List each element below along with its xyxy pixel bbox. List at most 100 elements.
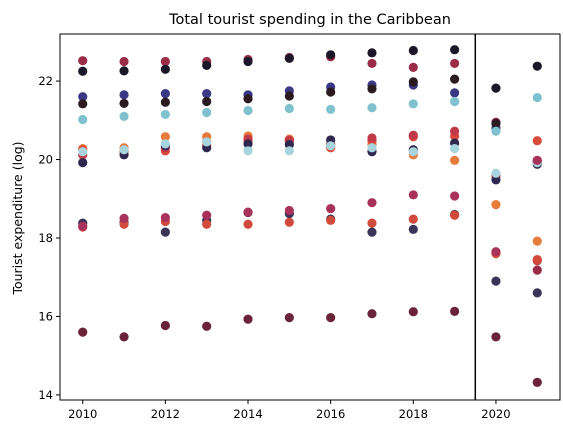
- data-point-s4-2015: [284, 103, 294, 114]
- data-point-s7-2018: [408, 130, 418, 140]
- data-point-s5-2019: [450, 155, 460, 165]
- x-tick-label: 2016: [316, 407, 345, 421]
- data-point-s1-2011: [119, 66, 129, 76]
- x-tick-label: 2010: [68, 407, 97, 421]
- data-point-s13-2010: [78, 327, 88, 337]
- data-point-s0-2017: [367, 58, 377, 69]
- data-point-s13-2020: [491, 332, 501, 342]
- data-point-s2-2012: [160, 89, 170, 99]
- data-point-s1-2017: [367, 48, 377, 58]
- data-point-s1-2015: [284, 53, 294, 63]
- data-point-s2-2011: [119, 90, 129, 100]
- data-point-s13-2012: [160, 320, 170, 331]
- data-point-s12-2017: [367, 198, 377, 208]
- data-point-s12-2016: [326, 203, 336, 214]
- data-point-s4-2019: [450, 96, 460, 107]
- data-point-s12-2019: [450, 191, 460, 201]
- axis-ticks: 2010 2012 2014 2016 2018 2020 14 16 18 20 22: [38, 74, 510, 421]
- data-point-s9-2015: [284, 146, 294, 156]
- data-point-s3-2016: [326, 87, 336, 97]
- data-point-s4-2012: [160, 109, 170, 120]
- data-point-s1-2018: [408, 45, 418, 56]
- data-point-s4-2021: [532, 92, 542, 103]
- data-point-s3-2012: [160, 97, 170, 107]
- data-point-s11-2016: [326, 215, 336, 225]
- data-point-s2-2010: [78, 92, 88, 102]
- data-point-s0-2019: [450, 58, 460, 69]
- chart-title: Total tourist spending in the Caribbean: [168, 12, 451, 28]
- data-point-s13-2021: [532, 377, 542, 387]
- data-point-s13-2019: [450, 306, 460, 316]
- data-point-s8-2010: [78, 158, 88, 168]
- data-point-s3-2017: [367, 84, 377, 94]
- data-point-s3-2019: [450, 74, 460, 84]
- data-point-s12-2014: [243, 207, 253, 217]
- data-point-s3-2010: [78, 99, 88, 109]
- data-point-s1-2016: [326, 50, 336, 60]
- data-point-s5-2021: [532, 236, 542, 246]
- data-point-s13-2013: [202, 321, 212, 331]
- plot-frame: [59, 33, 561, 401]
- data-point-s3-2020: [491, 118, 501, 129]
- data-point-s7-2017: [367, 133, 377, 143]
- data-point-s12-2021: [532, 155, 542, 165]
- data-point-s4-2013: [202, 107, 212, 118]
- data-point-s3-2014: [243, 94, 253, 104]
- data-point-s5-2020: [491, 200, 501, 210]
- data-point-s4-2010: [78, 114, 88, 125]
- data-point-s4-2020: [491, 126, 501, 136]
- data-point-s4-2016: [326, 104, 336, 114]
- data-point-s11-2015: [284, 217, 294, 227]
- data-point-s5-2012: [160, 132, 170, 142]
- data-point-s9-2018: [408, 147, 418, 157]
- data-point-s9-2019: [450, 143, 460, 154]
- data-point-s12-2010: [78, 221, 88, 231]
- data-point-s11-2013: [202, 219, 212, 229]
- data-point-s1-2014: [243, 56, 253, 67]
- data-point-s11-2021: [532, 254, 542, 265]
- data-point-s9-2017: [367, 143, 377, 153]
- data-point-s10-2017: [367, 227, 377, 237]
- data-point-s13-2017: [367, 309, 377, 319]
- data-point-s1-2019: [450, 45, 460, 55]
- data-point-s7-2019: [450, 126, 460, 136]
- data-points: [78, 45, 542, 387]
- data-point-s3-2015: [284, 91, 294, 101]
- data-point-s13-2016: [326, 313, 336, 323]
- data-point-s0-2018: [408, 62, 418, 72]
- data-point-s13-2011: [119, 332, 129, 342]
- data-point-s3-2018: [408, 77, 418, 87]
- x-tick-label: 2018: [399, 407, 428, 421]
- y-tick-label: 20: [38, 153, 53, 167]
- data-point-s12-2018: [408, 190, 418, 200]
- x-tick-label: 2020: [481, 407, 510, 421]
- data-point-s8-2020: [491, 175, 501, 185]
- x-tick-label: 2014: [233, 407, 262, 421]
- data-point-s1-2012: [160, 64, 170, 74]
- y-tick-label: 16: [38, 309, 53, 323]
- data-point-s12-2012: [160, 212, 170, 223]
- data-point-s10-2018: [408, 224, 418, 234]
- x-tick-label: 2012: [151, 407, 180, 421]
- data-point-s12-2013: [202, 210, 212, 220]
- data-point-s13-2015: [284, 313, 294, 323]
- data-point-s1-2010: [78, 66, 88, 76]
- data-point-s0-2011: [119, 56, 129, 67]
- data-point-s12-2020: [491, 247, 501, 257]
- data-point-s1-2021: [532, 61, 542, 71]
- data-point-s1-2013: [202, 60, 212, 70]
- data-point-s4-2017: [367, 103, 377, 113]
- data-point-s9-2016: [326, 141, 336, 151]
- data-point-s11-2019: [450, 210, 460, 220]
- data-point-s9-2014: [243, 146, 253, 156]
- data-point-s9-2012: [160, 139, 170, 149]
- data-point-s11-2018: [408, 214, 418, 224]
- data-point-s10-2012: [160, 227, 170, 237]
- data-point-s2-2013: [202, 89, 212, 99]
- data-point-s12-2011: [119, 213, 129, 223]
- data-point-s2-2019: [450, 88, 460, 98]
- y-tick-label: 22: [38, 74, 53, 88]
- y-tick-label: 18: [38, 231, 53, 245]
- data-point-s6-2021: [532, 136, 542, 146]
- data-point-s9-2020: [491, 168, 501, 178]
